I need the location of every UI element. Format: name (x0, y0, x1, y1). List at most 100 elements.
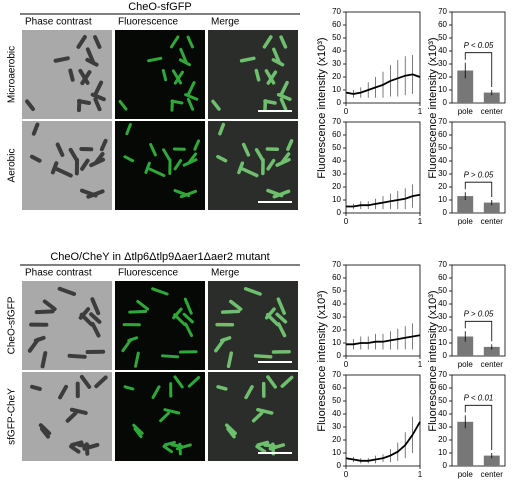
y-tick-label: 40 (438, 299, 447, 308)
cell (279, 80, 289, 96)
cell (184, 93, 199, 101)
y-tick-label: 40 (332, 299, 341, 308)
bar (457, 421, 474, 466)
y-tick-label: 30 (332, 312, 341, 321)
cell (216, 154, 228, 163)
bar (457, 70, 474, 103)
cell (147, 56, 163, 63)
cell (279, 97, 288, 111)
cell (171, 69, 183, 85)
cell (183, 297, 193, 315)
y-tick-label: 70 (332, 260, 341, 269)
cell (218, 122, 226, 136)
plot-frame (451, 11, 506, 104)
cell (243, 287, 262, 296)
cell (82, 442, 100, 451)
x-tick-label: pole (458, 360, 474, 369)
y-tick-label: 70 (332, 117, 341, 126)
cell (99, 138, 108, 152)
y-tick-label: 10 (332, 448, 341, 457)
x-tick-label: 1 (418, 107, 423, 116)
cell (211, 99, 221, 111)
y-tick-label: 0 (443, 461, 448, 470)
y-tick-label: 30 (332, 59, 341, 68)
cell (163, 408, 181, 415)
y-tick-label: 10 (332, 195, 341, 204)
y-tick-label: 50 (332, 33, 341, 42)
y-axis-label: Fluorescence intensity (x10³) (316, 37, 328, 178)
y-tick-label: 10 (438, 338, 447, 347)
cell (127, 336, 139, 343)
cell (54, 167, 73, 178)
bar (483, 92, 500, 103)
y-tick-label: 50 (332, 396, 341, 405)
cell (226, 427, 236, 439)
cell (173, 70, 184, 85)
cell (264, 69, 276, 85)
cell (161, 69, 168, 82)
cell (80, 70, 92, 86)
y-tick-label: 70 (438, 370, 447, 379)
mean-line (346, 193, 421, 208)
cell (94, 151, 105, 164)
row-label: CheO-sfGFP (7, 296, 18, 354)
y-tick-label: 40 (332, 409, 341, 418)
cell (93, 80, 104, 96)
cell (161, 354, 180, 359)
x-tick-label: 1 (418, 217, 423, 226)
row-label: sfGFP-CheY (7, 388, 18, 445)
column-header: Fluorescence (118, 17, 178, 28)
cell (33, 335, 46, 343)
cell (179, 47, 188, 64)
bar (483, 455, 500, 466)
cell (94, 375, 108, 389)
cell (68, 68, 75, 82)
cell (182, 312, 194, 324)
plot-frame (345, 374, 421, 467)
cell (79, 374, 92, 389)
cell (162, 444, 174, 454)
cell (151, 385, 161, 399)
x-tick-label: 1 (418, 470, 423, 479)
cell (68, 147, 79, 162)
y-tick-label: 50 (332, 286, 341, 295)
cell (186, 35, 194, 49)
y-tick-label: 70 (438, 260, 447, 269)
y-tick-label: 30 (438, 422, 447, 431)
plot-frame (345, 264, 421, 357)
cell (251, 411, 264, 423)
y-tick-label: 50 (332, 143, 341, 152)
x-tick-label: center (481, 107, 504, 116)
panel-title: CheO/CheY in Δtlp6Δtlp9Δaer1Δaer2 mutant (50, 251, 269, 263)
cell (254, 148, 265, 162)
cell (123, 385, 135, 391)
plot-frame (345, 11, 421, 104)
cell (169, 35, 180, 49)
y-tick-label: 20 (438, 325, 447, 334)
cell (85, 57, 99, 67)
cell (256, 407, 274, 415)
significance-bracket (464, 52, 493, 87)
cell (280, 375, 294, 388)
significance-bracket (464, 181, 493, 197)
y-tick-label: 20 (438, 182, 447, 191)
cell (31, 122, 40, 136)
y-tick-label: 70 (332, 370, 341, 379)
y-tick-label: 60 (332, 130, 341, 139)
y-tick-label: 70 (438, 7, 447, 16)
cell (241, 142, 251, 157)
cell (170, 443, 183, 448)
cell (276, 92, 292, 101)
y-tick-label: 40 (332, 156, 341, 165)
cell (216, 385, 228, 391)
cell (271, 58, 285, 67)
column-header: Merge (211, 17, 240, 28)
column-header: Merge (211, 268, 240, 279)
cell (237, 161, 245, 175)
significance-label: P > 0.05 (464, 309, 494, 318)
cell (272, 47, 281, 64)
cell (90, 297, 101, 316)
cell (268, 443, 286, 451)
x-tick-label: 0 (344, 217, 349, 226)
